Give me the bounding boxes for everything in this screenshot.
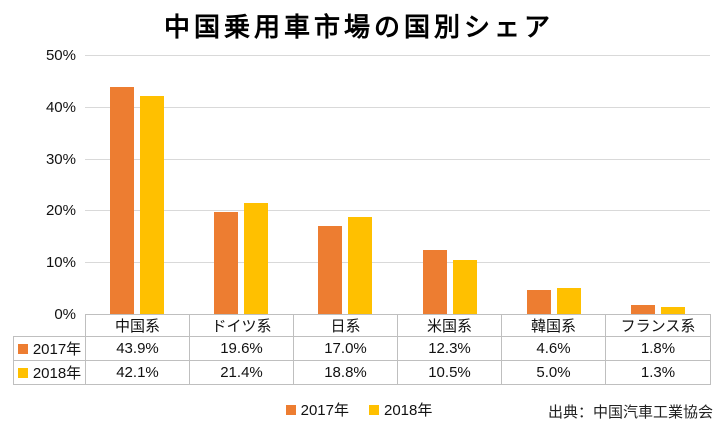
value-cell-2018年-日系: 18.8% [293,360,398,385]
gridline [85,55,710,56]
value-cell-2017年-日系: 17.0% [293,336,398,361]
bar-2018年-韓国系 [557,288,581,314]
value-cell-2017年-フランス系: 1.8% [605,336,711,361]
table-header-row: 中国系 ドイツ系 日系 米国系 韓国系 フランス系 [14,314,711,337]
gridline [85,159,710,160]
source-text: 出典：中国汽車工業協会 [547,404,713,421]
table-row-2018年: 2018年 42.1% 21.4% 18.8% 10.5% 5.0% 1.3% [13,360,711,385]
y-axis-tick-label: 50% [45,47,76,64]
value-cell-2018年-中国系: 42.1% [85,360,190,385]
bar-2018年-米国系 [453,260,477,314]
category-header-ドイツ系: ドイツ系 [189,314,294,337]
table-row-2017年: 2017年 43.9% 19.6% 17.0% 12.3% 4.6% 1.8% [13,336,711,361]
bar-2017年-日系 [318,226,342,314]
series-name-label: 2017年 [32,341,82,358]
legend-swatch-icon [285,404,296,415]
bar-2018年-日系 [348,217,372,314]
bar-2018年-ドイツ系 [244,203,268,314]
legend: 2017年 2018年 [0,399,718,420]
gridline [85,262,710,263]
legend-swatch-icon [369,404,379,415]
value-cell-2018年-米国系: 10.5% [397,360,502,385]
value-cell-2017年-中国系: 43.9% [85,336,190,361]
category-header-フランス系: フランス系 [605,314,711,337]
legend-item-2017年: 2017年 [285,399,349,420]
value-cell-2017年-ドイツ系: 19.6% [189,336,294,361]
category-header-中国系: 中国系 [85,314,190,337]
category-header-米国系: 米国系 [397,314,502,337]
y-axis-tick-label: 30% [45,151,76,168]
legend-label: 2018年 [384,402,433,419]
series-key-cell-2018年: 2018年 [13,360,86,385]
y-axis-tick-label: 20% [45,202,76,219]
legend-key-icon [17,367,28,378]
bar-2018年-フランス系 [661,307,685,314]
value-cell-2018年-ドイツ系: 21.4% [189,360,294,385]
y-axis-tick-label: 40% [45,99,76,116]
legend-item-2018年: 2018年 [369,399,432,420]
legend-label: 2017年 [300,402,349,419]
series-key-cell-2017年: 2017年 [13,336,86,361]
y-axis-tick-label: 10% [45,254,76,271]
chart-title: 中国乗用車市場の国別シェア [163,12,554,42]
bar-2017年-フランス系 [631,305,655,314]
data-table: 中国系 ドイツ系 日系 米国系 韓国系 フランス系 2017年 43.9% 19.6% 17.0%… [13,314,711,385]
bar-2018年-中国系 [140,96,164,314]
bar-2017年-韓国系 [527,290,551,314]
category-header-日系: 日系 [293,314,398,337]
bar-2017年-ドイツ系 [214,212,238,314]
bar-2017年-中国系 [110,87,134,314]
legend-key-icon [17,343,28,354]
y-axis-tick-label: 0% [54,306,76,323]
bar-2017年-米国系 [423,250,447,314]
value-cell-2018年-フランス系: 1.3% [605,360,711,385]
value-cell-2018年-韓国系: 5.0% [501,360,606,385]
series-name-label: 2018年 [32,365,82,382]
value-cell-2017年-米国系: 12.3% [397,336,502,361]
gridline [85,107,710,108]
category-header-韓国系: 韓国系 [501,314,606,337]
gridline [85,210,710,211]
value-cell-2017年-韓国系: 4.6% [501,336,606,361]
